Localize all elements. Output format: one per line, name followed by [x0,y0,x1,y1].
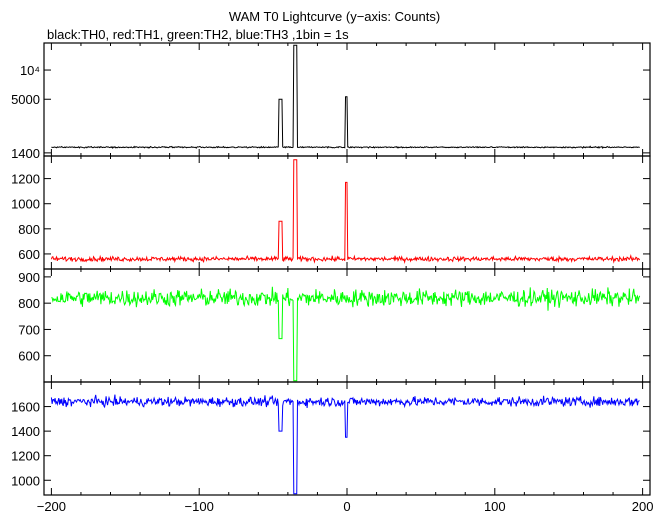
y-tick-label: 1600 [11,400,40,415]
chart-title: WAM T0 Lightcurve (y−axis: Counts) [228,9,441,24]
x-tick-label: 200 [632,499,654,514]
y-tick-label: 800 [18,296,40,311]
y-tick-label: 600 [18,349,40,364]
y-tick-label: 10⁴ [20,63,40,78]
panel-frame-th2 [43,268,651,383]
x-tick-label: 0 [343,499,350,514]
x-tick-label: −100 [185,499,214,514]
series-line-th3 [50,394,640,495]
y-tick-label: 800 [18,222,40,237]
y-tick-label: 600 [18,247,40,262]
x-tick-label: −200 [37,499,66,514]
y-tick-label: 900 [18,270,40,285]
series-line-th1 [50,159,641,265]
y-tick-label: 1000 [11,473,40,488]
y-tick-label: 1200 [11,172,40,187]
y-tick-label: 5000 [11,92,40,107]
y-tick-label: 1000 [11,197,40,212]
x-tick-label: 100 [484,499,506,514]
chart-subtitle: black:TH0, red:TH1, green:TH2, blue:TH3 … [47,27,349,42]
y-tick-label: 700 [18,322,40,337]
series-line-th0 [51,44,640,149]
y-tick-label: 1200 [11,449,40,464]
y-tick-label: 1400 [11,146,40,161]
series-line-th2 [51,286,641,382]
y-tick-label: 1400 [11,424,40,439]
